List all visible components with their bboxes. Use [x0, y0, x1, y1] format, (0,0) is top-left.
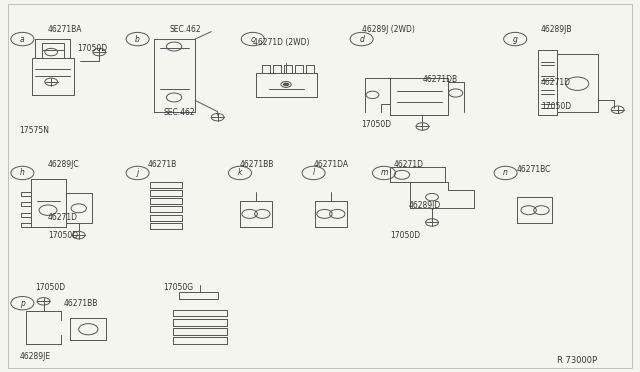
Text: 46271BC: 46271BC — [517, 165, 552, 174]
Circle shape — [283, 83, 289, 86]
Text: j: j — [136, 169, 139, 177]
Text: 46289JD: 46289JD — [408, 201, 440, 210]
Text: 46271D: 46271D — [394, 160, 424, 169]
Text: 46289JC: 46289JC — [48, 160, 79, 169]
Text: 46289JE: 46289JE — [19, 352, 51, 361]
Text: 17050D: 17050D — [48, 231, 78, 240]
Text: g: g — [513, 35, 518, 44]
Text: 46271BB: 46271BB — [240, 160, 275, 169]
Text: l: l — [312, 169, 315, 177]
Text: 46271DB: 46271DB — [422, 76, 458, 84]
Text: 17050G: 17050G — [163, 283, 193, 292]
Text: SEC.462: SEC.462 — [163, 108, 195, 117]
Text: 46271D: 46271D — [541, 78, 571, 87]
Text: 17050D: 17050D — [390, 231, 420, 240]
Text: 17050D: 17050D — [362, 120, 392, 129]
Text: h: h — [20, 169, 25, 177]
Text: 46271D (2WD): 46271D (2WD) — [253, 38, 309, 47]
Text: b: b — [135, 35, 140, 44]
Text: 46271BB: 46271BB — [64, 299, 99, 308]
Text: R 73000P: R 73000P — [557, 356, 597, 365]
Text: m: m — [380, 169, 388, 177]
Text: k: k — [238, 169, 242, 177]
Text: 46271B: 46271B — [147, 160, 177, 169]
Text: SEC.462: SEC.462 — [170, 25, 201, 34]
Text: 46289J (2WD): 46289J (2WD) — [362, 25, 415, 34]
Text: 17050D: 17050D — [541, 102, 571, 110]
Text: a: a — [20, 35, 25, 44]
Text: 17050D: 17050D — [35, 283, 65, 292]
Text: 46271D: 46271D — [48, 213, 78, 222]
Text: 17575N: 17575N — [19, 126, 49, 135]
Text: p: p — [20, 299, 25, 308]
Text: d: d — [359, 35, 364, 44]
Text: 46289JB: 46289JB — [541, 25, 572, 34]
Text: 17050D: 17050D — [77, 44, 107, 53]
Text: c: c — [251, 35, 255, 44]
Text: n: n — [503, 169, 508, 177]
Text: 46271BA: 46271BA — [48, 25, 83, 34]
Text: 46271DA: 46271DA — [314, 160, 349, 169]
